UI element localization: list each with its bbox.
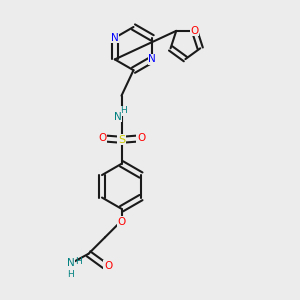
Text: S: S [118,135,125,145]
Text: N: N [67,258,74,268]
Text: N: N [111,33,119,43]
Text: O: O [98,133,106,143]
Text: N: N [114,112,122,122]
Text: O: O [104,261,112,271]
Text: N: N [148,54,156,64]
Text: H: H [75,257,82,266]
Text: H: H [67,270,74,279]
Text: O: O [117,217,126,227]
Text: H: H [120,106,126,115]
Text: O: O [137,133,145,143]
Text: O: O [190,26,199,36]
